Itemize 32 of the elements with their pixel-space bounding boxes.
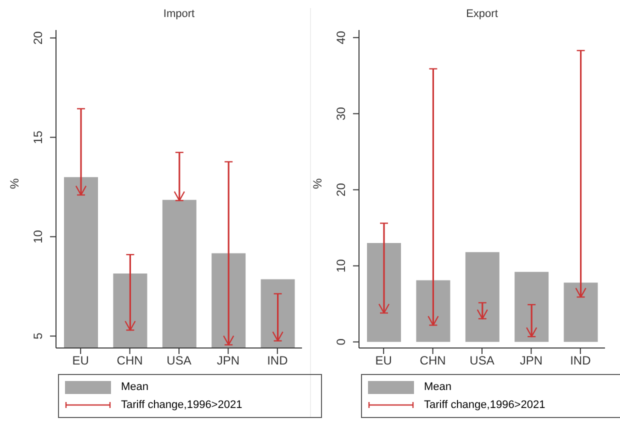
bar (514, 272, 549, 342)
x-tick-label: CHN (116, 354, 143, 368)
legend-label: Mean (121, 381, 149, 393)
x-tick-label: EU (375, 354, 392, 368)
y-axis-title: % (7, 178, 22, 189)
y-tick-label: 5 (31, 332, 45, 340)
x-tick-label: USA (166, 354, 192, 368)
y-tick-label: 15 (31, 130, 45, 144)
chart-title: Export (465, 8, 499, 22)
x-tick-label: IND (570, 354, 592, 368)
y-axis-title: % (310, 178, 324, 189)
legend-label: Tariff change,1996>2021 (121, 399, 242, 411)
legend-label: Mean (424, 381, 452, 393)
y-tick-label: 10 (334, 258, 348, 273)
x-tick-label: CHN (420, 354, 446, 368)
y-tick-label: 40 (334, 30, 348, 44)
y-tick-label: 0 (334, 338, 348, 346)
x-tick-label: JPN (520, 354, 543, 368)
bar (564, 282, 598, 342)
y-tick-label: 20 (334, 182, 348, 196)
y-tick-label: 30 (334, 106, 348, 120)
y-tick-label: 10 (31, 230, 45, 244)
x-tick-label: USA (470, 354, 494, 368)
x-tick-label: IND (267, 354, 288, 368)
x-tick-label: JPN (216, 354, 240, 368)
legend-label: Tariff change,1996>2021 (424, 399, 546, 411)
bar (367, 243, 401, 342)
chart-title: Import (162, 8, 196, 22)
bar (416, 280, 450, 342)
bar (465, 252, 500, 342)
y-tick-label: 20 (31, 30, 45, 45)
x-tick-label: EU (72, 354, 89, 368)
